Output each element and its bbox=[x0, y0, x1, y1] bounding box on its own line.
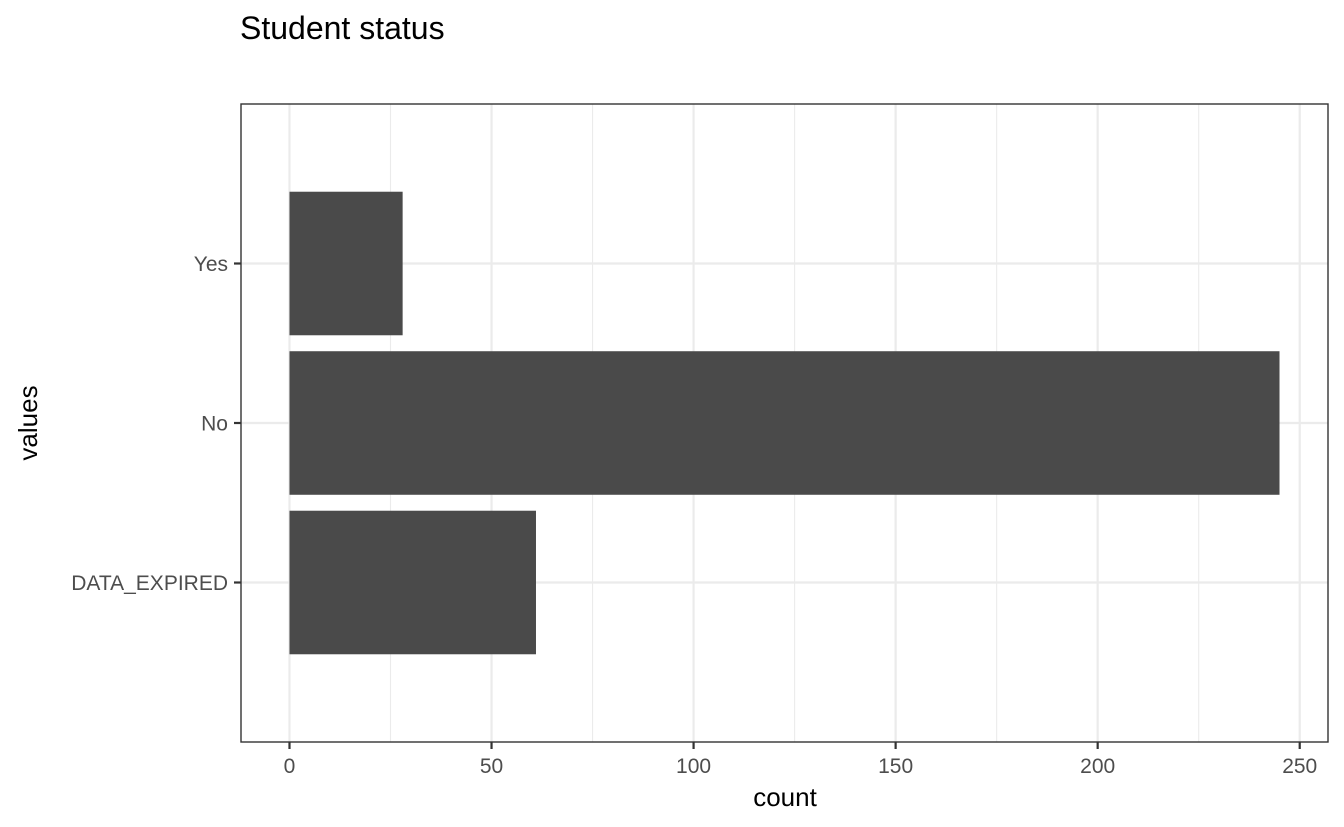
x-tick-label: 150 bbox=[878, 755, 913, 778]
x-tick-label: 0 bbox=[284, 755, 296, 778]
x-tick-label: 200 bbox=[1080, 755, 1115, 778]
bar-data-expired bbox=[289, 510, 536, 655]
bar-yes bbox=[289, 191, 403, 336]
x-tick-label: 250 bbox=[1282, 755, 1317, 778]
x-tick-label: 50 bbox=[480, 755, 503, 778]
y-tick-label: Yes bbox=[194, 253, 228, 276]
chart-title: Student status bbox=[240, 10, 445, 46]
y-axis-title: values bbox=[13, 385, 43, 460]
y-tick-label: No bbox=[201, 413, 228, 436]
x-axis: 0 50 100 150 200 250 bbox=[284, 742, 1317, 778]
y-axis: DATA_EXPIRED No Yes bbox=[71, 253, 241, 595]
x-tick-label: 100 bbox=[676, 755, 711, 778]
y-tick-label: DATA_EXPIRED bbox=[71, 572, 228, 595]
bars-group bbox=[289, 191, 1280, 655]
bar-no bbox=[289, 351, 1280, 495]
x-axis-title: count bbox=[753, 782, 817, 812]
